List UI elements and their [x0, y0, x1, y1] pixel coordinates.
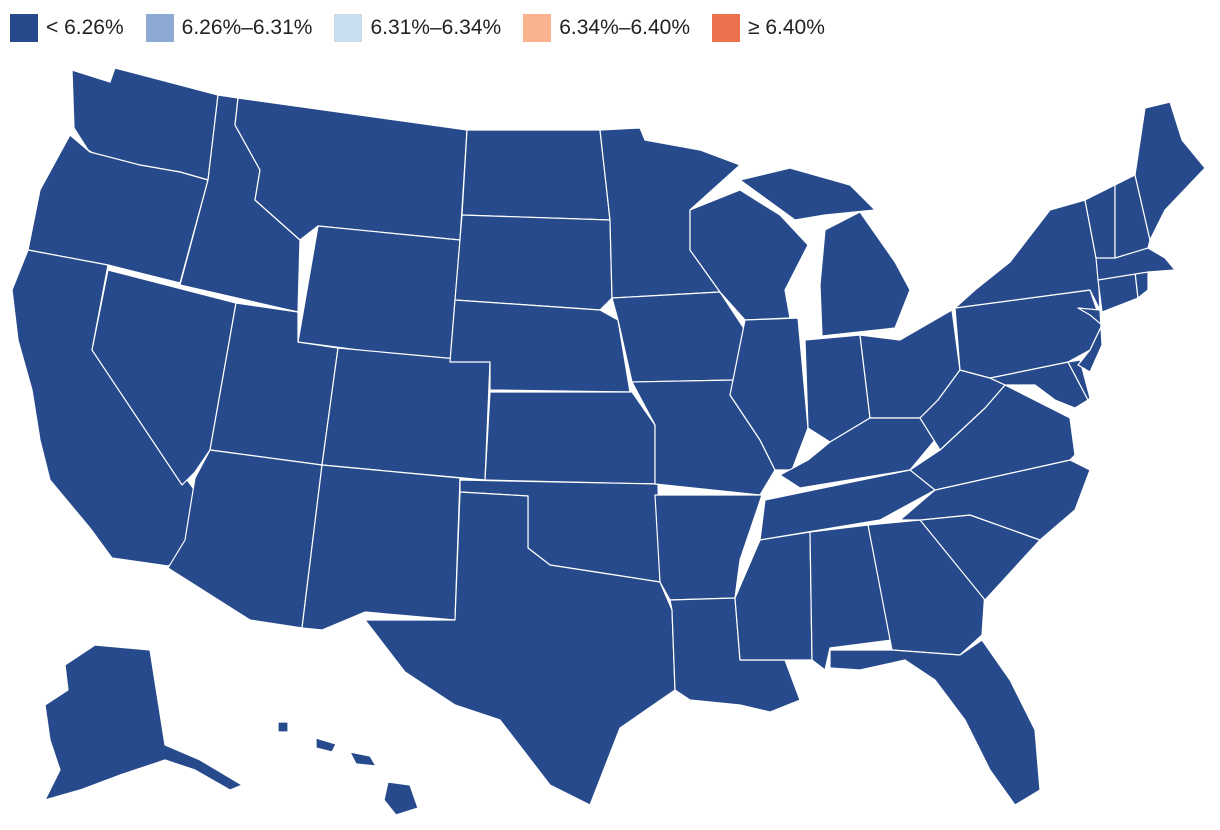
legend-swatch: [334, 14, 363, 42]
state-wyoming[interactable]: [297, 225, 461, 363]
state-pennsylvania[interactable]: [954, 289, 1103, 379]
state-colorado[interactable]: [321, 347, 491, 481]
state-new-mexico[interactable]: [301, 464, 461, 631]
legend-swatch: [712, 14, 740, 42]
state-maine[interactable]: [1134, 101, 1206, 241]
legend-swatch: [10, 14, 38, 42]
legend-label: < 6.26%: [46, 16, 124, 39]
state-new-hampshire[interactable]: [1114, 174, 1151, 259]
state-south-dakota[interactable]: [454, 214, 613, 311]
state-nebraska[interactable]: [449, 299, 631, 393]
legend-item-below-6-26: < 6.26%: [10, 14, 124, 42]
state-new-jersey[interactable]: [1077, 307, 1103, 373]
state-florida[interactable]: [829, 639, 1041, 806]
legend-label: 6.34%–6.40%: [559, 16, 690, 39]
state-wisconsin[interactable]: [689, 189, 809, 321]
legend-item-6-31-to-6-34: 6.31%–6.34%: [334, 14, 501, 42]
state-illinois[interactable]: [729, 317, 809, 471]
state-iowa[interactable]: [611, 291, 746, 383]
legend-item-6-34-to-6-40: 6.34%–6.40%: [523, 14, 690, 42]
legend-swatch: [145, 14, 174, 42]
legend-item-6-26-to-6-31: 6.26%–6.31%: [145, 14, 313, 42]
map-legend: < 6.26% 6.26%–6.31% 6.31%–6.34% 6.34%–6.…: [10, 12, 847, 44]
state-delaware[interactable]: [1067, 359, 1091, 401]
state-michigan[interactable]: [739, 167, 911, 337]
legend-item-above-6-40: ≥ 6.40%: [712, 14, 825, 42]
legend-swatch: [523, 14, 552, 42]
legend-label: ≥ 6.40%: [748, 16, 825, 39]
state-texas[interactable]: [364, 491, 676, 806]
state-hawaii[interactable]: [277, 721, 419, 816]
legend-label: 6.26%–6.31%: [181, 16, 313, 39]
state-north-dakota[interactable]: [461, 129, 611, 221]
state-kansas[interactable]: [484, 391, 656, 485]
state-mississippi[interactable]: [734, 531, 813, 661]
state-alaska[interactable]: [44, 644, 243, 801]
legend-label: 6.31%–6.34%: [370, 16, 502, 39]
